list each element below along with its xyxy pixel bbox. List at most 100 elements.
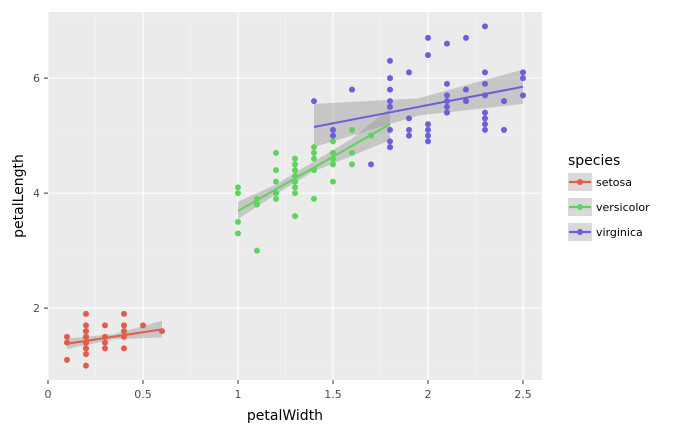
data-point-virginica — [387, 75, 393, 82]
data-point-virginica — [482, 115, 488, 122]
y-tick-label: 4 — [33, 187, 40, 200]
data-point-versicolor — [311, 155, 317, 162]
y-tick-label: 6 — [33, 72, 40, 85]
data-point-virginica — [444, 109, 450, 116]
data-point-versicolor — [292, 190, 298, 197]
data-point-virginica — [387, 103, 393, 110]
data-point-versicolor — [254, 195, 260, 202]
data-point-virginica — [463, 98, 469, 105]
data-point-versicolor — [330, 178, 336, 185]
data-point-setosa — [83, 328, 89, 335]
data-point-virginica — [368, 161, 374, 168]
data-point-virginica — [425, 121, 431, 128]
x-tick-label: 0 — [45, 388, 52, 401]
data-point-versicolor — [292, 161, 298, 168]
data-point-versicolor — [311, 144, 317, 151]
data-point-setosa — [83, 351, 89, 358]
data-point-virginica — [406, 126, 412, 133]
data-point-versicolor — [311, 167, 317, 174]
data-point-versicolor — [330, 161, 336, 168]
data-point-versicolor — [273, 167, 279, 174]
data-point-setosa — [121, 310, 127, 317]
data-point-setosa — [121, 322, 127, 329]
x-tick-label: 2 — [425, 388, 432, 401]
x-tick-label: 0.5 — [134, 388, 152, 401]
data-point-virginica — [444, 40, 450, 47]
grid-major — [47, 12, 542, 380]
data-point-virginica — [482, 126, 488, 133]
data-point-virginica — [520, 69, 526, 76]
legend-label-versicolor: versicolor — [596, 201, 650, 214]
data-point-setosa — [83, 339, 89, 346]
data-point-virginica — [482, 80, 488, 87]
data-point-virginica — [425, 34, 431, 41]
legend-title: species — [568, 153, 620, 169]
y-tick-label: 2 — [33, 302, 40, 315]
x-axis: 0 0.5 1 1.5 2 2.5 — [45, 380, 532, 401]
data-point-setosa — [121, 345, 127, 352]
data-point-virginica — [463, 86, 469, 93]
data-point-setosa — [64, 333, 70, 340]
legend-point-versicolor — [577, 204, 583, 210]
data-point-versicolor — [292, 155, 298, 162]
data-point-virginica — [387, 86, 393, 93]
trend-line-virginica — [313, 85, 524, 128]
data-point-setosa — [83, 333, 89, 340]
data-point-setosa — [83, 345, 89, 352]
y-axis: 2 4 6 — [33, 72, 48, 315]
legend-point-virginica — [577, 229, 583, 235]
data-point-versicolor — [292, 213, 298, 220]
data-point-virginica — [444, 103, 450, 110]
data-point-virginica — [330, 132, 336, 139]
data-point-versicolor — [254, 247, 260, 254]
data-point-virginica — [482, 109, 488, 116]
grid-minor — [48, 12, 542, 380]
data-point-versicolor — [330, 155, 336, 162]
data-point-virginica — [425, 138, 431, 145]
data-point-versicolor — [235, 230, 241, 237]
data-point-setosa — [140, 322, 146, 329]
x-tick-label: 2.5 — [514, 388, 532, 401]
data-point-setosa — [83, 310, 89, 317]
data-point-virginica — [349, 86, 355, 93]
data-point-virginica — [330, 126, 336, 133]
confidence-band-setosa — [67, 320, 162, 349]
data-point-versicolor — [273, 149, 279, 156]
data-point-virginica — [425, 132, 431, 139]
data-point-versicolor — [292, 178, 298, 185]
data-point-setosa — [64, 356, 70, 363]
data-point-virginica — [520, 75, 526, 82]
x-axis-title: petalWidth — [247, 408, 323, 424]
data-point-virginica — [482, 69, 488, 76]
data-point-versicolor — [349, 161, 355, 168]
data-point-virginica — [425, 52, 431, 59]
data-point-virginica — [482, 92, 488, 99]
data-point-versicolor — [292, 167, 298, 174]
data-point-virginica — [482, 23, 488, 30]
data-point-virginica — [387, 57, 393, 64]
data-point-versicolor — [330, 138, 336, 145]
data-point-versicolor — [311, 149, 317, 156]
data-point-versicolor — [292, 184, 298, 191]
confidence-band-virginica — [314, 69, 523, 148]
trend-line-setosa — [66, 328, 163, 345]
data-point-virginica — [387, 138, 393, 145]
data-point-versicolor — [235, 218, 241, 225]
legend-point-setosa — [577, 179, 583, 185]
data-point-virginica — [311, 98, 317, 105]
data-point-virginica — [520, 92, 526, 99]
data-point-virginica — [463, 34, 469, 41]
data-point-virginica — [425, 126, 431, 133]
data-point-setosa — [159, 328, 165, 335]
legend-label-setosa: setosa — [596, 176, 632, 189]
legend-label-virginica: virginica — [596, 226, 643, 239]
data-point-virginica — [482, 121, 488, 128]
data-points — [64, 23, 526, 369]
data-point-virginica — [406, 69, 412, 76]
data-point-versicolor — [235, 184, 241, 191]
data-point-virginica — [444, 98, 450, 105]
data-point-versicolor — [273, 190, 279, 197]
data-point-setosa — [121, 328, 127, 335]
legend: species setosa versicolor virginica — [568, 153, 650, 241]
x-tick-label: 1 — [235, 388, 242, 401]
